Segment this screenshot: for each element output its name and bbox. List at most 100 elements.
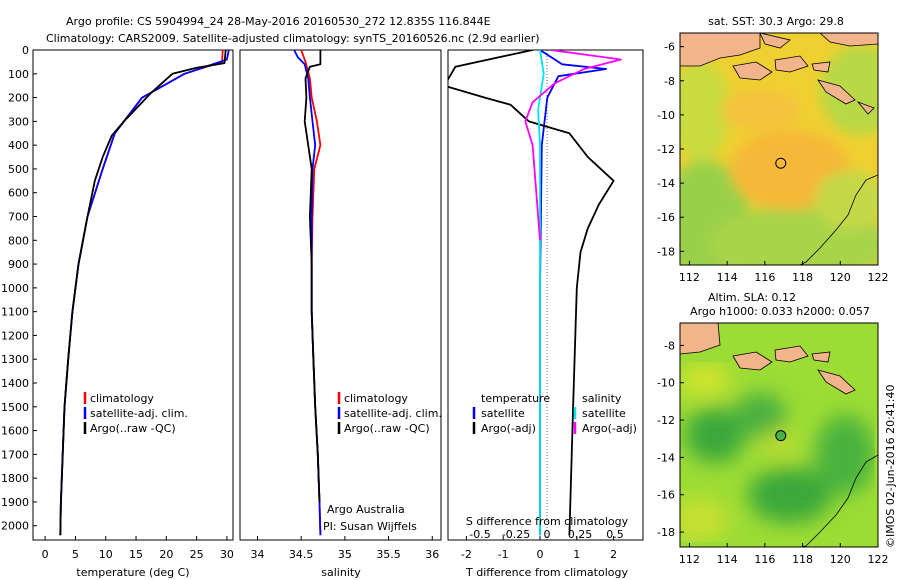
difference-panel: -2 -1 0 1 2 -0.5 -0.25 0 0.25 0.5 T difference f… <box>447 49 644 579</box>
map-x-tick-label: 122 <box>868 271 889 284</box>
legend-header-salinity: salinity <box>582 392 622 405</box>
legend-label-satellite: satellite-adj. clim. <box>90 407 188 420</box>
map-y-tick-label: -10 <box>657 109 675 122</box>
s-tick-label: 0.25 <box>568 528 593 541</box>
x-tick-label: 2 <box>610 548 617 561</box>
y-tick-label: 800 <box>8 234 29 247</box>
map-y-tick-label: -18 <box>657 526 675 539</box>
y-tick-label: 1700 <box>1 448 29 461</box>
sst-coastline <box>799 174 878 265</box>
map-x-tick-label: 120 <box>830 271 851 284</box>
map-y-tick-label: -8 <box>664 75 675 88</box>
legend-label-climatology: climatology <box>344 392 408 405</box>
legend-label-satellite: satellite-adj. clim. <box>344 407 442 420</box>
salinity-plot-frame <box>239 49 442 541</box>
temperature-legend: climatology satellite-adj. clim. Argo(..… <box>83 392 188 435</box>
map-x-tick-label: 118 <box>792 271 813 284</box>
x-tick-label: 20 <box>159 548 173 561</box>
sla-map: Altim. SLA: 0.12 Argo h1000: 0.033 h2000… <box>657 291 888 566</box>
sst-map-title: sat. SST: 30.3 Argo: 29.8 <box>708 15 844 28</box>
difference-xlabel: T difference from climatology <box>465 566 628 579</box>
y-tick-label: 1800 <box>1 472 29 485</box>
series-line-temperature-argo-adj- <box>448 50 615 536</box>
x-tick-label: 0 <box>536 548 543 561</box>
map-y-tick-label: -10 <box>657 377 675 390</box>
x-tick-label: 0 <box>42 548 49 561</box>
legend-label-t-argo: Argo(-adj) <box>481 422 536 435</box>
sla-map-title: Altim. SLA: 0.12 <box>708 291 796 304</box>
map-x-tick-label: 120 <box>830 553 851 566</box>
map-x-tick-label: 122 <box>868 553 889 566</box>
x-tick-label: 15 <box>129 548 143 561</box>
s-difference-label: S difference from climatology <box>466 515 629 528</box>
map-x-tick-label: 112 <box>679 553 700 566</box>
map-y-tick-label: -18 <box>657 245 675 258</box>
series-line-argo-raw-qc- <box>303 50 322 502</box>
sst-argo-marker <box>775 157 787 169</box>
salinity-xlabel: salinity <box>321 566 361 579</box>
map-y-tick-label: -16 <box>657 211 675 224</box>
imos-watermark: ©IMOS 02-Jun-2016 20:41:40 <box>884 384 897 548</box>
map-x-tick-label: 116 <box>754 271 775 284</box>
sla-field-patches <box>680 362 875 542</box>
legend-header-temperature: temperature <box>481 392 550 405</box>
sst-field-patches <box>680 45 878 265</box>
salinity-panel: 34 34.5 35 35.5 36 salinity climatology sate… <box>239 49 442 579</box>
sst-land <box>680 33 878 115</box>
s-tick-label: -0.25 <box>502 528 530 541</box>
map-y-tick-label: -12 <box>657 414 675 427</box>
series-line-salinity-argo-adj- <box>524 50 622 241</box>
header-line-2: Climatology: CARS2009. Satellite-adjuste… <box>46 32 540 45</box>
x-tick-label: 34 <box>250 548 264 561</box>
s-tick-label: 0.5 <box>606 528 624 541</box>
y-tick-label: 400 <box>8 139 29 152</box>
x-tick-label: 5 <box>72 548 79 561</box>
temperature-panel: 0 5 10 15 20 25 30 0 100 200 300 400 500 600 700 800 90… <box>1 44 234 579</box>
x-tick-label: 30 <box>220 548 234 561</box>
temperature-xlabel: temperature (deg C) <box>76 566 189 579</box>
map-x-tick-label: 114 <box>717 553 738 566</box>
y-tick-label: 1100 <box>1 306 29 319</box>
annotation-pi: PI: Susan Wijffels <box>323 520 417 533</box>
y-tick-label: 500 <box>8 163 29 176</box>
sla-map-frame <box>679 322 879 548</box>
y-tick-label: 2000 <box>1 520 29 533</box>
y-tick-label: 900 <box>8 258 29 271</box>
x-tick-label: 36 <box>425 548 439 561</box>
y-tick-label: 1400 <box>1 377 29 390</box>
y-tick-label: 1600 <box>1 425 29 438</box>
sla-land <box>680 323 856 395</box>
map-x-tick-label: 112 <box>679 271 700 284</box>
y-tick-label: 200 <box>8 92 29 105</box>
y-tick-label: 1000 <box>1 282 29 295</box>
header-line-1: Argo profile: CS 5904994_24 28-May-2016 … <box>66 15 491 28</box>
map-y-tick-label: -16 <box>657 489 675 502</box>
x-tick-label: 10 <box>99 548 113 561</box>
sst-map: sat. SST: 30.3 Argo: 29.8 <box>657 15 889 284</box>
y-tick-label: 1900 <box>1 496 29 509</box>
legend-label-argo: Argo(..raw -QC) <box>344 422 430 435</box>
x-tick-label: 35.5 <box>376 548 401 561</box>
x-tick-label: 34.5 <box>289 548 314 561</box>
y-tick-label: 1200 <box>1 329 29 342</box>
map-y-tick-label: -14 <box>657 177 675 190</box>
legend-label-climatology: climatology <box>90 392 154 405</box>
y-tick-label: 1500 <box>1 401 29 414</box>
sla-map-subtitle: Argo h1000: 0.033 h2000: 0.057 <box>690 305 870 318</box>
difference-legend: temperature salinity satellite Argo(-adj… <box>472 392 637 435</box>
x-tick-label: -2 <box>461 548 472 561</box>
y-tick-label: 100 <box>8 68 29 81</box>
salinity-legend: climatology satellite-adj. clim. Argo(..… <box>337 392 442 435</box>
y-tick-label: 700 <box>8 211 29 224</box>
annotation-argo-australia: Argo Australia <box>327 503 405 516</box>
y-tick-label: 600 <box>8 187 29 200</box>
temperature-plot-frame <box>32 49 234 541</box>
x-tick-label: 35 <box>338 548 352 561</box>
x-tick-label: 25 <box>190 548 204 561</box>
map-y-tick-label: -12 <box>657 143 675 156</box>
series-line-salinity-satellite <box>537 50 545 536</box>
map-y-tick-label: -6 <box>664 41 675 54</box>
sla-argo-marker <box>775 430 787 442</box>
map-x-tick-label: 116 <box>754 553 775 566</box>
legend-label-argo: Argo(..raw -QC) <box>90 422 176 435</box>
